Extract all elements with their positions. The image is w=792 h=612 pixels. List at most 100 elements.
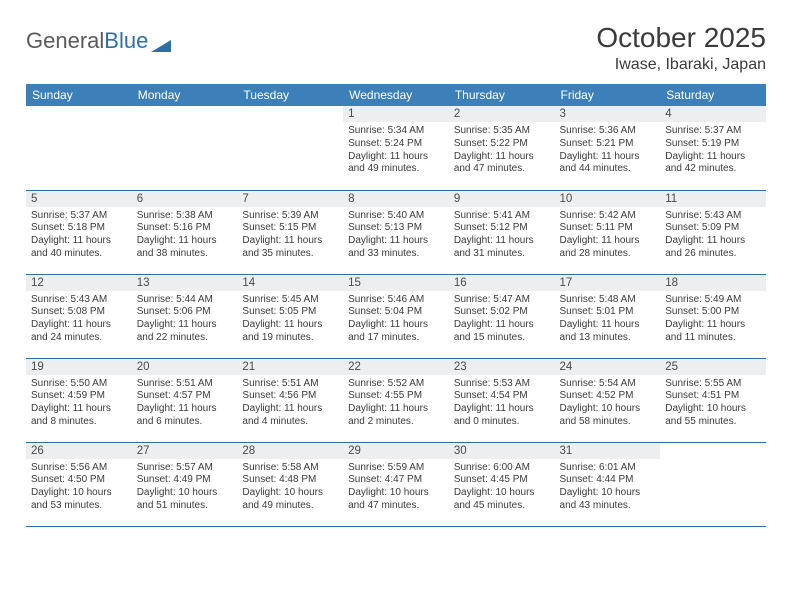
sunset-text: Sunset: 4:52 PM (560, 390, 656, 403)
sunset-text: Sunset: 4:57 PM (137, 390, 233, 403)
calendar-day-cell (660, 442, 766, 526)
day-number: 28 (237, 443, 343, 459)
daylight-text: Daylight: 11 hours and 8 minutes. (31, 403, 127, 429)
daylight-text: Daylight: 11 hours and 47 minutes. (454, 151, 550, 177)
calendar-day-cell: 5Sunrise: 5:37 AMSunset: 5:18 PMDaylight… (26, 190, 132, 274)
daylight-text: Daylight: 11 hours and 28 minutes. (560, 235, 656, 261)
day-details: Sunrise: 5:35 AMSunset: 5:22 PMDaylight:… (449, 122, 555, 180)
sunset-text: Sunset: 4:44 PM (560, 474, 656, 487)
calendar-day-cell: 3Sunrise: 5:36 AMSunset: 5:21 PMDaylight… (555, 106, 661, 190)
daylight-text: Daylight: 11 hours and 33 minutes. (348, 235, 444, 261)
calendar-day-cell: 18Sunrise: 5:49 AMSunset: 5:00 PMDayligh… (660, 274, 766, 358)
calendar-page: GeneralBlue October 2025 Iwase, Ibaraki,… (0, 0, 792, 527)
brand-part1: General (26, 28, 104, 54)
calendar-week-row: 5Sunrise: 5:37 AMSunset: 5:18 PMDaylight… (26, 190, 766, 274)
day-number: 25 (660, 359, 766, 375)
weekday-header: Saturday (660, 84, 766, 106)
day-number: 4 (660, 106, 766, 122)
day-details: Sunrise: 5:57 AMSunset: 4:49 PMDaylight:… (132, 459, 238, 517)
calendar-day-cell: 12Sunrise: 5:43 AMSunset: 5:08 PMDayligh… (26, 274, 132, 358)
daylight-text: Daylight: 10 hours and 55 minutes. (665, 403, 761, 429)
sunrise-text: Sunrise: 5:54 AM (560, 378, 656, 391)
sunset-text: Sunset: 5:02 PM (454, 306, 550, 319)
sunrise-text: Sunrise: 5:37 AM (31, 210, 127, 223)
weekday-header: Friday (555, 84, 661, 106)
day-number: 12 (26, 275, 132, 291)
sunrise-text: Sunrise: 5:56 AM (31, 462, 127, 475)
day-details: Sunrise: 5:47 AMSunset: 5:02 PMDaylight:… (449, 291, 555, 349)
sunrise-text: Sunrise: 5:37 AM (665, 125, 761, 138)
sunrise-text: Sunrise: 5:47 AM (454, 294, 550, 307)
day-number: 21 (237, 359, 343, 375)
calendar-day-cell: 6Sunrise: 5:38 AMSunset: 5:16 PMDaylight… (132, 190, 238, 274)
day-details: Sunrise: 5:40 AMSunset: 5:13 PMDaylight:… (343, 207, 449, 265)
sunrise-text: Sunrise: 5:50 AM (31, 378, 127, 391)
day-number: 16 (449, 275, 555, 291)
day-number: 14 (237, 275, 343, 291)
day-number: 20 (132, 359, 238, 375)
daylight-text: Daylight: 11 hours and 40 minutes. (31, 235, 127, 261)
sunrise-text: Sunrise: 5:58 AM (242, 462, 338, 475)
day-details: Sunrise: 5:41 AMSunset: 5:12 PMDaylight:… (449, 207, 555, 265)
sunset-text: Sunset: 4:54 PM (454, 390, 550, 403)
day-details: Sunrise: 5:50 AMSunset: 4:59 PMDaylight:… (26, 375, 132, 433)
sunset-text: Sunset: 5:06 PM (137, 306, 233, 319)
calendar-week-row: 26Sunrise: 5:56 AMSunset: 4:50 PMDayligh… (26, 442, 766, 526)
calendar-day-cell: 29Sunrise: 5:59 AMSunset: 4:47 PMDayligh… (343, 442, 449, 526)
brand-logo: GeneralBlue (26, 22, 171, 54)
sunset-text: Sunset: 5:09 PM (665, 222, 761, 235)
sunset-text: Sunset: 5:22 PM (454, 138, 550, 151)
daylight-text: Daylight: 11 hours and 38 minutes. (137, 235, 233, 261)
calendar-day-cell (26, 106, 132, 190)
day-number: 27 (132, 443, 238, 459)
day-details: Sunrise: 5:51 AMSunset: 4:56 PMDaylight:… (237, 375, 343, 433)
daylight-text: Daylight: 11 hours and 24 minutes. (31, 319, 127, 345)
day-number: 13 (132, 275, 238, 291)
calendar-day-cell: 10Sunrise: 5:42 AMSunset: 5:11 PMDayligh… (555, 190, 661, 274)
daylight-text: Daylight: 11 hours and 35 minutes. (242, 235, 338, 261)
sunset-text: Sunset: 5:04 PM (348, 306, 444, 319)
day-details: Sunrise: 5:52 AMSunset: 4:55 PMDaylight:… (343, 375, 449, 433)
day-details: Sunrise: 5:43 AMSunset: 5:09 PMDaylight:… (660, 207, 766, 265)
sunset-text: Sunset: 5:11 PM (560, 222, 656, 235)
calendar-day-cell: 4Sunrise: 5:37 AMSunset: 5:19 PMDaylight… (660, 106, 766, 190)
sunrise-text: Sunrise: 5:39 AM (242, 210, 338, 223)
day-details: Sunrise: 5:44 AMSunset: 5:06 PMDaylight:… (132, 291, 238, 349)
sunrise-text: Sunrise: 5:48 AM (560, 294, 656, 307)
sunset-text: Sunset: 5:12 PM (454, 222, 550, 235)
daylight-text: Daylight: 11 hours and 44 minutes. (560, 151, 656, 177)
calendar-day-cell: 14Sunrise: 5:45 AMSunset: 5:05 PMDayligh… (237, 274, 343, 358)
calendar-day-cell: 31Sunrise: 6:01 AMSunset: 4:44 PMDayligh… (555, 442, 661, 526)
day-number: 31 (555, 443, 661, 459)
daylight-text: Daylight: 11 hours and 13 minutes. (560, 319, 656, 345)
day-number: 11 (660, 191, 766, 207)
day-details: Sunrise: 5:56 AMSunset: 4:50 PMDaylight:… (26, 459, 132, 517)
calendar-day-cell: 27Sunrise: 5:57 AMSunset: 4:49 PMDayligh… (132, 442, 238, 526)
brand-part2: Blue (104, 28, 148, 54)
weekday-header: Thursday (449, 84, 555, 106)
sunrise-text: Sunrise: 5:38 AM (137, 210, 233, 223)
calendar-day-cell: 17Sunrise: 5:48 AMSunset: 5:01 PMDayligh… (555, 274, 661, 358)
calendar-day-cell: 15Sunrise: 5:46 AMSunset: 5:04 PMDayligh… (343, 274, 449, 358)
sunrise-text: Sunrise: 5:46 AM (348, 294, 444, 307)
sunrise-text: Sunrise: 5:57 AM (137, 462, 233, 475)
calendar-day-cell (237, 106, 343, 190)
calendar-week-row: 1Sunrise: 5:34 AMSunset: 5:24 PMDaylight… (26, 106, 766, 190)
day-number: 26 (26, 443, 132, 459)
daylight-text: Daylight: 10 hours and 49 minutes. (242, 487, 338, 513)
daylight-text: Daylight: 11 hours and 49 minutes. (348, 151, 444, 177)
day-number: 18 (660, 275, 766, 291)
weekday-header: Wednesday (343, 84, 449, 106)
sunrise-text: Sunrise: 5:43 AM (31, 294, 127, 307)
sunrise-text: Sunrise: 5:53 AM (454, 378, 550, 391)
daylight-text: Daylight: 11 hours and 22 minutes. (137, 319, 233, 345)
calendar-day-cell: 1Sunrise: 5:34 AMSunset: 5:24 PMDaylight… (343, 106, 449, 190)
day-number: 6 (132, 191, 238, 207)
day-number: 9 (449, 191, 555, 207)
calendar-week-row: 12Sunrise: 5:43 AMSunset: 5:08 PMDayligh… (26, 274, 766, 358)
day-number: 5 (26, 191, 132, 207)
day-details: Sunrise: 5:37 AMSunset: 5:19 PMDaylight:… (660, 122, 766, 180)
sunrise-text: Sunrise: 5:45 AM (242, 294, 338, 307)
location-label: Iwase, Ibaraki, Japan (596, 56, 766, 74)
month-title: October 2025 (596, 22, 766, 54)
